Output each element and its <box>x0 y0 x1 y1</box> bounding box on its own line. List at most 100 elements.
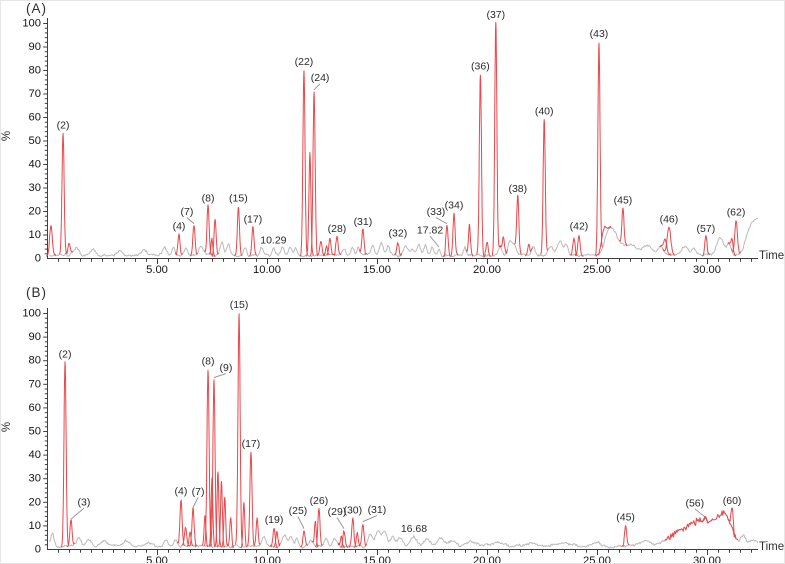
peak-label-pointer <box>313 83 321 90</box>
peak-label: (46) <box>660 213 679 225</box>
y-tick-label: 40 <box>29 449 41 461</box>
y-tick-label: 80 <box>29 65 41 77</box>
red-peak <box>270 527 278 549</box>
red-peak <box>60 361 70 548</box>
x-tick-label: 10.00 <box>253 555 281 564</box>
x-tick-label: 5.00 <box>146 555 168 564</box>
red-peak <box>208 477 216 547</box>
red-peak <box>337 535 345 549</box>
red-peak <box>218 481 225 548</box>
peak-label: 17.82 <box>417 225 443 237</box>
peak-label: (24) <box>311 72 330 84</box>
red-peak <box>618 207 628 247</box>
red-peak <box>483 241 491 258</box>
red-peak <box>190 225 199 257</box>
peak-label: (45) <box>616 511 635 523</box>
peak-label: (7) <box>192 486 205 498</box>
red-peak <box>700 515 709 524</box>
y-tick-label: 80 <box>29 355 41 367</box>
red-peak <box>323 245 330 257</box>
peak-label: (2) <box>57 119 70 131</box>
red-peak <box>358 228 367 255</box>
red-peak <box>394 242 402 256</box>
red-peaks <box>45 21 741 258</box>
y-tick-label: 50 <box>29 426 41 438</box>
peak-label: (56) <box>685 497 704 509</box>
red-peak <box>309 91 319 257</box>
red-peak <box>253 517 261 547</box>
y-tick-label: 60 <box>29 402 41 414</box>
peak-label: (3) <box>78 497 91 509</box>
y-tick-label: 70 <box>29 378 41 390</box>
red-peak <box>306 152 314 257</box>
red-peak <box>513 194 522 255</box>
red-peak <box>299 70 309 257</box>
peak-label: (31) <box>354 216 373 228</box>
y-tick-label: 70 <box>29 88 41 100</box>
peak-label-pointer <box>70 507 85 520</box>
red-peak <box>499 236 508 254</box>
y-tick-label: 30 <box>29 473 41 485</box>
red-peak <box>311 520 319 547</box>
red-peak <box>227 517 235 548</box>
y-tick-label: 10 <box>29 229 41 241</box>
peak-label: (45) <box>614 195 633 207</box>
peak-label: (40) <box>535 105 554 117</box>
axes: 5.00 10.00 15.00 20.00 25.00 30.00 0 10 20 30 40 50… <box>22 308 758 564</box>
red-peak <box>348 517 357 548</box>
peak-label: (9) <box>220 362 233 374</box>
peak-label: (31) <box>368 504 387 516</box>
red-peak <box>326 237 334 256</box>
red-peak <box>465 223 474 257</box>
red-peak <box>353 531 361 548</box>
red-peak <box>58 132 68 255</box>
peak-label: (15) <box>229 192 248 204</box>
red-peak <box>450 212 459 257</box>
peak-label-pointer <box>429 235 440 248</box>
x-tick-label: 20.00 <box>473 555 501 564</box>
red-peak <box>333 235 342 256</box>
peak-label: (32) <box>389 228 408 240</box>
red-peak <box>234 313 244 547</box>
peak-label: (8) <box>202 356 215 368</box>
red-peak <box>540 119 549 255</box>
peak-label: (19) <box>265 514 284 526</box>
peak-label: (28) <box>328 223 347 235</box>
x-tick-label: 15.00 <box>363 555 391 564</box>
red-peak <box>176 499 185 546</box>
y-tick-label: 20 <box>29 206 41 218</box>
red-peak <box>249 226 257 257</box>
peak-label: (25) <box>289 505 308 517</box>
x-tick-label: 25.00 <box>583 264 611 276</box>
y-tick-label: 100 <box>22 18 41 30</box>
peak-label: (17) <box>242 438 261 450</box>
baseline-trace <box>49 217 758 258</box>
y-tick-label: 20 <box>29 496 41 508</box>
peak-label: 16.68 <box>401 523 427 535</box>
red-region-trace <box>664 510 739 541</box>
peak-label: (7) <box>181 206 194 218</box>
panel-a-plot: 5.00 10.00 15.00 20.00 25.00 30.00 0 10 20 30 40 50… <box>22 9 758 276</box>
peak-label: (29) <box>328 506 347 518</box>
peak-label: (8) <box>202 192 215 204</box>
y-tick-label: 0 <box>35 253 41 265</box>
red-peak <box>359 524 368 547</box>
y-tick-label: 100 <box>22 308 41 320</box>
red-peaks <box>60 313 737 549</box>
panel-b-xaxis-title: Time <box>759 541 785 553</box>
panel-a-yaxis-title: % <box>1 130 13 142</box>
peak-label: (17) <box>244 213 263 225</box>
peak-label: (2) <box>59 349 72 361</box>
red-peak <box>315 508 323 547</box>
peak-label-pointer <box>362 515 378 522</box>
peak-label: (42) <box>570 221 589 233</box>
red-peak <box>574 235 584 257</box>
y-tick-label: 10 <box>29 520 41 532</box>
peak-label-pointer <box>297 516 305 529</box>
peak-label-pointer <box>186 217 195 224</box>
red-peak <box>621 525 630 547</box>
red-peak <box>246 451 255 547</box>
peak-label: (34) <box>445 199 464 211</box>
peak-label: (30) <box>343 504 362 516</box>
